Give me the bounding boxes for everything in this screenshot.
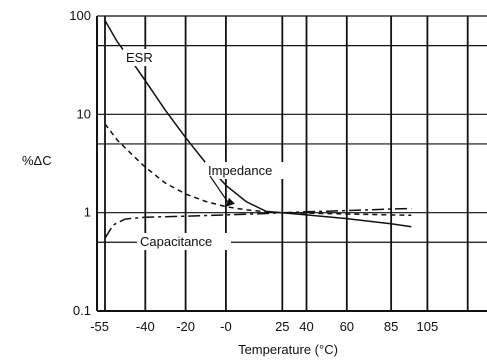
x-tick-label: 40: [299, 319, 313, 334]
annotation-label-bg: [123, 49, 159, 66]
annotation-label-bg: [205, 162, 289, 179]
impedance-leader-line: [209, 175, 230, 205]
y-tick-label: 10: [77, 106, 91, 121]
x-axis-label: Temperature (°C): [238, 342, 338, 357]
annotation-label-bg: [137, 233, 231, 250]
x-tick-label: 105: [417, 319, 439, 334]
series-line-esr: [104, 20, 412, 228]
y-tick-label: 0.1: [73, 303, 91, 318]
axes: [96, 15, 487, 312]
annotation-label-capacitance: Capacitance: [140, 234, 212, 249]
y-tick-label: 100: [69, 8, 91, 23]
x-tick-label: -0: [220, 319, 232, 334]
x-tick-label: 60: [340, 319, 354, 334]
x-tick-label: -40: [136, 319, 155, 334]
tick-labels: 0.1 1 10 100 -55 -40 -20 -0 25 40 60 85 105: [69, 8, 438, 334]
annotation-label-impedance: Impedance: [208, 163, 272, 178]
series-layer: [104, 20, 412, 239]
x-tick-label: -20: [176, 319, 195, 334]
x-tick-label: -55: [90, 319, 109, 334]
annotation-label-esr: ESR: [126, 50, 153, 65]
annotation-layer: ESR Impedance Capacitance: [123, 49, 289, 250]
series-line-capacitance: [104, 207, 412, 239]
impedance-leader-arrowhead: [225, 197, 235, 207]
y-axis-label: %ΔC: [22, 153, 52, 168]
y-tick-label: 1: [84, 205, 91, 220]
x-tick-label: 85: [384, 319, 398, 334]
x-tick-label: 25: [275, 319, 289, 334]
series-line-impedance: [104, 123, 412, 217]
